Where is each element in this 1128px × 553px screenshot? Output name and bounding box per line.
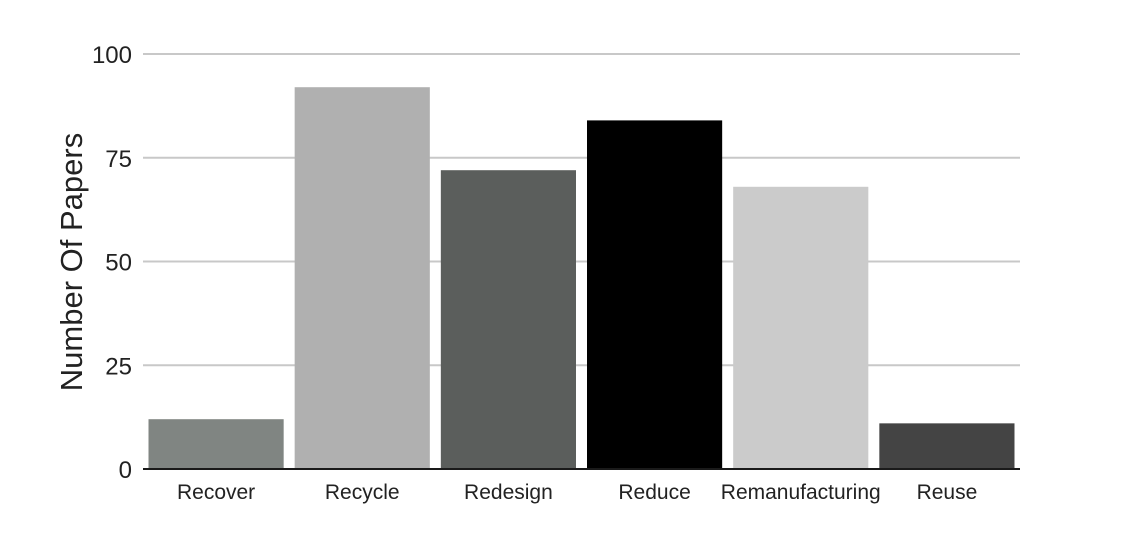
bar-reduce [587,120,723,470]
x-tick-label: Remanufacturing [721,481,881,504]
bar-remanufacturing [733,186,869,470]
bars [148,87,1015,470]
bar-reuse [879,423,1015,469]
x-tick-labels: Recover Recycle Redesign Reduce Remanufactur… [177,481,977,504]
y-tick-label: 50 [105,250,132,277]
gridlines [143,53,1020,367]
x-tick-label: Reduce [618,481,690,504]
y-tick-label: 25 [105,353,132,380]
y-tick-label: 100 [92,42,132,69]
bar-recover [148,419,284,469]
y-tick-labels: 0 25 50 75 100 [92,42,132,484]
y-tick-label: 75 [105,146,132,173]
x-tick-label: Recycle [325,481,400,504]
x-tick-label: Redesign [464,481,553,504]
y-axis-title: Number Of Papers [54,133,89,391]
y-tick-label: 0 [119,457,132,484]
x-tick-label: Reuse [917,481,978,504]
bar-redesign [440,170,576,469]
bar-recycle [294,87,430,469]
x-tick-label: Recover [177,481,255,504]
